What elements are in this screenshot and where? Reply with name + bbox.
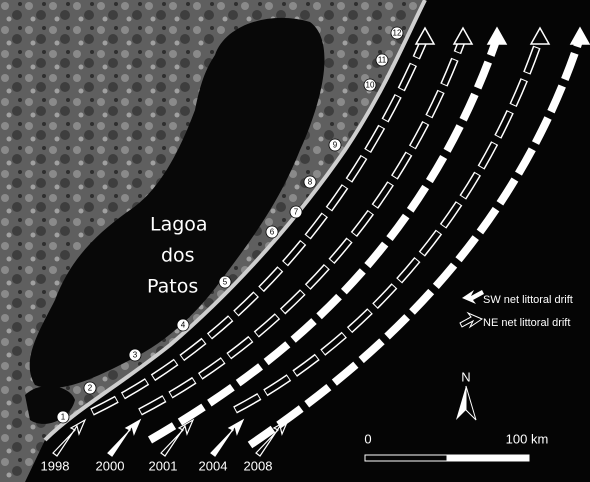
year-label: 2008 <box>244 458 273 473</box>
site-label: 6 <box>270 228 275 237</box>
scale-label: 100 km <box>506 431 549 446</box>
site-label: 9 <box>333 141 338 150</box>
lake-label: Lagoa <box>150 214 208 236</box>
site-label: 3 <box>133 351 138 360</box>
legend-label: NE net littoral drift <box>483 317 570 329</box>
site-label: 1 <box>61 413 66 422</box>
scale-bar <box>447 455 529 461</box>
site-label: 12 <box>393 29 402 38</box>
north-label: N <box>461 369 470 384</box>
site-label: 11 <box>378 56 387 65</box>
site-label: 5 <box>223 278 228 287</box>
lake-label: Patos <box>147 276 198 298</box>
site-label: 7 <box>294 208 299 217</box>
legend-label: SW net littoral drift <box>483 294 573 306</box>
site-label: 8 <box>308 178 313 187</box>
year-label: 1998 <box>41 458 70 473</box>
year-label: 2001 <box>149 458 178 473</box>
year-label: 2000 <box>96 458 125 473</box>
site-label: 10 <box>366 81 375 90</box>
site-label: 2 <box>88 384 93 393</box>
year-label: 2004 <box>199 458 228 473</box>
site-label: 4 <box>181 321 186 330</box>
scale-label: 0 <box>364 431 371 446</box>
map: Lagoa dos Patos 123456789101112 19982000… <box>0 0 590 482</box>
lake-label: dos <box>161 245 195 267</box>
